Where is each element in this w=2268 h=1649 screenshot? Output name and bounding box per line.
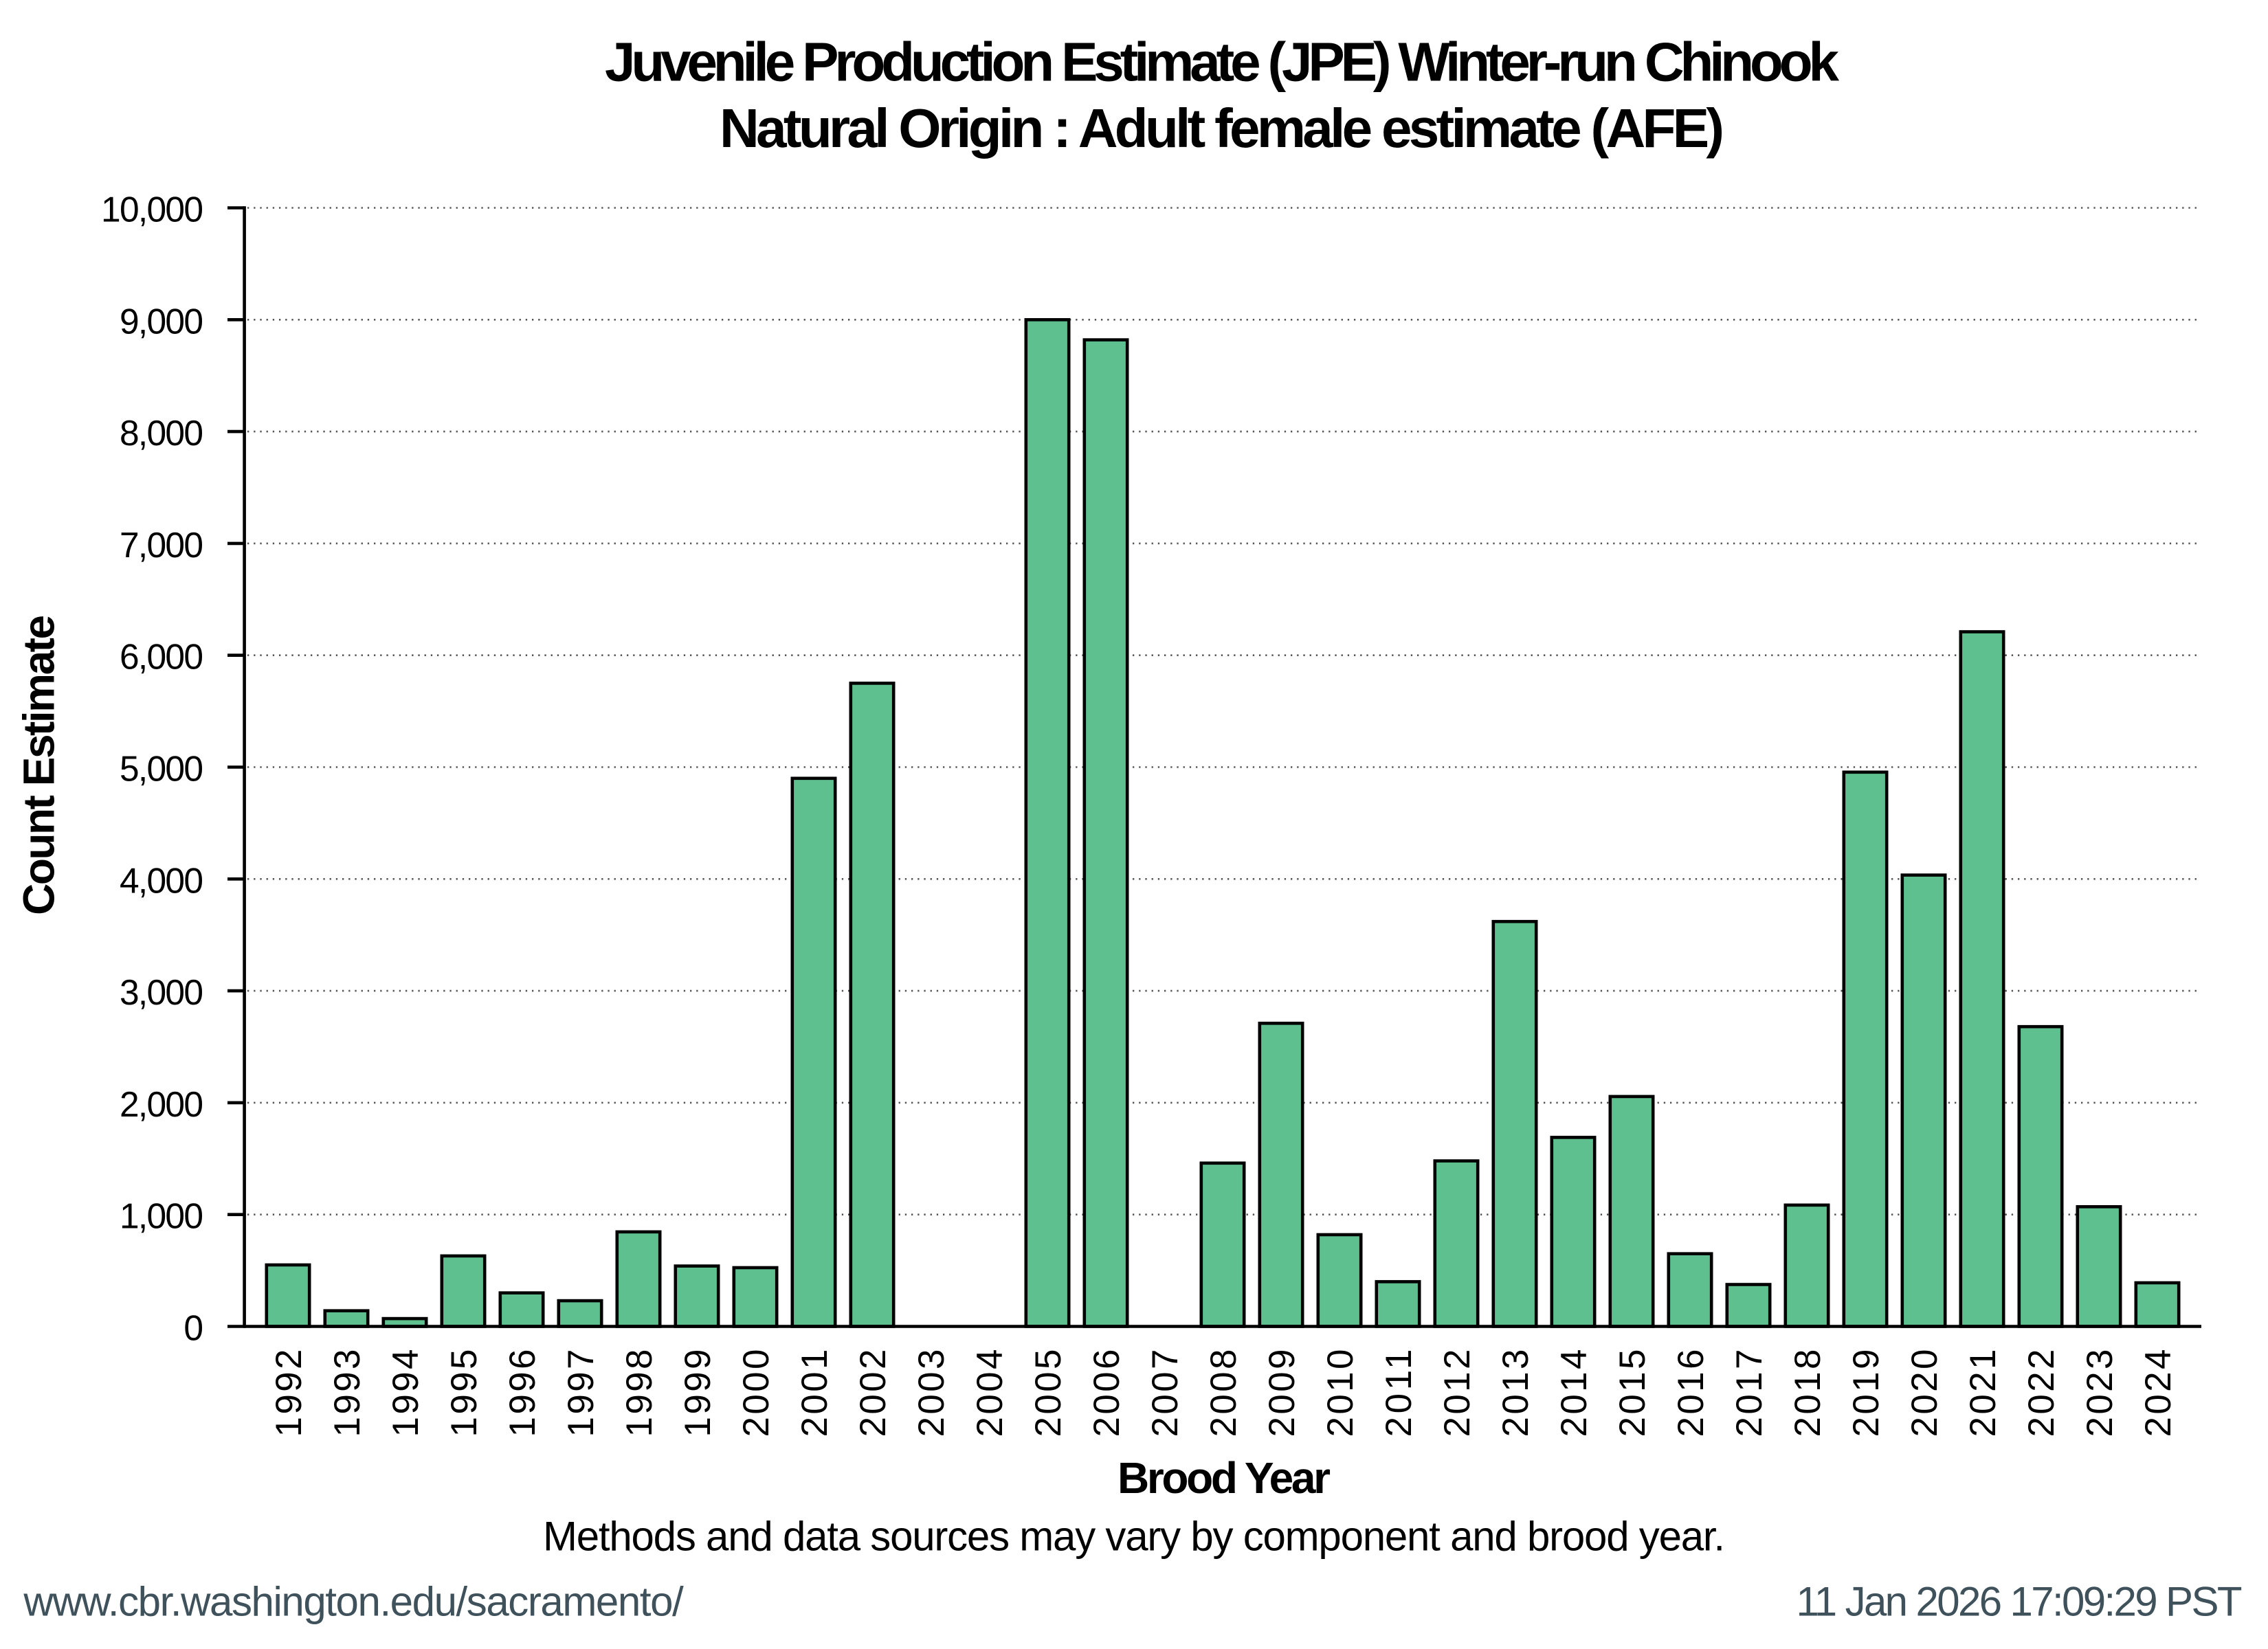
svg-text:2,000: 2,000	[120, 1084, 203, 1124]
svg-text:10,000: 10,000	[101, 190, 203, 229]
svg-text:Brood Year: Brood Year	[1118, 1453, 1331, 1503]
svg-text:11 Jan 2026 17:09:29 PST: 11 Jan 2026 17:09:29 PST	[1797, 1578, 2243, 1624]
svg-text:1,000: 1,000	[120, 1196, 203, 1236]
svg-text:Methods and data sources may v: Methods and data sources may vary by com…	[543, 1514, 1725, 1560]
svg-text:7,000: 7,000	[120, 525, 203, 565]
svg-text:9,000: 9,000	[120, 301, 203, 341]
svg-text:Count Estimate: Count Estimate	[14, 615, 63, 915]
svg-text:Juvenile Production Estimate (: Juvenile Production Estimate (JPE) Winte…	[605, 31, 1840, 92]
svg-text:www.cbr.washington.edu/sacrame: www.cbr.washington.edu/sacramento/	[23, 1578, 684, 1624]
svg-text:6,000: 6,000	[120, 637, 203, 677]
svg-text:4,000: 4,000	[120, 860, 203, 900]
svg-text:0: 0	[184, 1308, 203, 1348]
svg-text:Natural Origin : Adult female: Natural Origin : Adult female estimate (…	[720, 98, 1724, 159]
svg-text:5,000: 5,000	[120, 749, 203, 789]
svg-text:3,000: 3,000	[120, 972, 203, 1012]
svg-text:8,000: 8,000	[120, 413, 203, 453]
